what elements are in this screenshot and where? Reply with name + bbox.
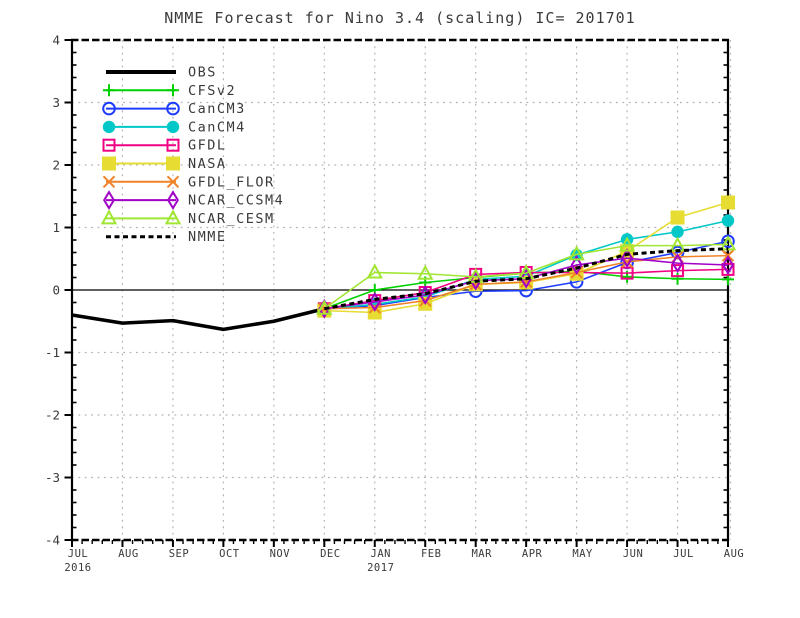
series-line-NMME: [324, 247, 729, 311]
legend-marker-NCAR_CESM: [100, 209, 118, 225]
x-tick-label: DEC: [320, 548, 340, 560]
y-tick-label: -3: [45, 470, 60, 485]
x-tick-label: MAY: [572, 548, 593, 560]
x-tick-label: JUN: [623, 548, 643, 560]
legend-label-CanCM4: CanCM4: [188, 119, 246, 135]
y-tick-label: -4: [45, 533, 60, 548]
legend-label-GFDL: GFDL: [188, 138, 227, 154]
y-tick-label: -2: [45, 408, 60, 423]
legend-label-NASA: NASA: [188, 156, 227, 172]
y-tick-label: 4: [52, 33, 60, 48]
legend-marker-NASA: [102, 156, 116, 171]
marker-NCAR_CCSM4: [671, 253, 684, 274]
marker-NCAR_CCSM4: [570, 255, 583, 275]
x-year-label: 2017: [367, 562, 394, 574]
legend-marker-CanCM4: [102, 120, 116, 134]
legend-label-CFSv2: CFSv2: [188, 83, 236, 99]
marker-NASA: [721, 195, 735, 210]
legend-marker-NCAR_CCSM4: [103, 190, 115, 211]
marker-NCAR_CESM: [568, 245, 585, 261]
marker-NCAR_CESM: [618, 236, 636, 252]
x-tick-label: OCT: [219, 548, 240, 560]
x-tick-label: SEP: [169, 548, 189, 560]
marker-NCAR_CESM: [417, 264, 434, 280]
legend-label-GFDL_FLOR: GFDL_FLOR: [188, 174, 275, 190]
marker-NCAR_CCSM4: [621, 248, 634, 269]
marker-CanCM4: [721, 214, 735, 227]
legend-marker-CanCM3: [166, 101, 180, 116]
x-tick-label: AUG: [724, 548, 744, 560]
y-tick-label: 1: [52, 220, 60, 235]
marker-NCAR_CESM: [366, 263, 383, 279]
legend-marker-GFDL_FLOR: [102, 175, 116, 189]
marker-NASA: [367, 305, 382, 320]
x-tick-label: APR: [522, 548, 543, 560]
marker-NCAR_CESM: [669, 236, 686, 252]
series-line-CanCM3: [324, 240, 729, 310]
x-tick-label: JUL: [68, 548, 88, 560]
y-tick-label: 2: [52, 158, 60, 173]
legend-label-CanCM3: CanCM3: [188, 101, 246, 117]
marker-NASA: [670, 210, 685, 225]
legend-marker-NCAR_CCSM4: [167, 190, 179, 211]
x-tick-label: JAN: [371, 548, 391, 560]
x-tick-label: FEB: [421, 548, 441, 560]
chart-title: NMME Forecast for Nino 3.4 (scaling) IC=…: [164, 9, 636, 27]
legend-marker-GFDL: [166, 138, 180, 152]
legend-marker-NCAR_CESM: [164, 209, 182, 225]
legend-marker-CFSv2: [103, 84, 115, 97]
y-tick-label: -1: [45, 345, 60, 360]
legend-marker-CanCM3: [102, 101, 116, 116]
x-year-label: 2016: [64, 562, 91, 574]
marker-CFSv2: [671, 272, 684, 285]
x-tick-label: NOV: [270, 548, 291, 560]
x-tick-label: AUG: [118, 548, 138, 560]
x-tick-label: JUL: [673, 548, 693, 560]
x-tick-label: MAR: [471, 548, 492, 560]
legend-label-NMME: NMME: [188, 229, 227, 245]
marker-NCAR_CCSM4: [722, 255, 734, 275]
legend-marker-CanCM4: [166, 120, 180, 134]
marker-NCAR_CCSM4: [469, 270, 482, 291]
legend-marker-NASA: [166, 156, 180, 171]
legend-marker-GFDL_FLOR: [166, 175, 180, 189]
legend-label-OBS: OBS: [188, 65, 217, 81]
marker-NCAR_CCSM4: [520, 268, 533, 289]
legend-marker-CFSv2: [167, 84, 179, 97]
y-tick-label: 3: [52, 95, 60, 110]
series-line-NCAR_CESM: [323, 243, 729, 310]
series-line-OBS: [71, 307, 325, 332]
marker-CanCM4: [671, 225, 684, 239]
legend-label-NCAR_CCSM4: NCAR_CCSM4: [188, 193, 284, 209]
marker-GFDL: [671, 264, 685, 278]
y-tick-label: 0: [52, 283, 60, 298]
legend-marker-GFDL: [102, 138, 116, 152]
legend-label-NCAR_CESM: NCAR_CESM: [188, 211, 275, 227]
